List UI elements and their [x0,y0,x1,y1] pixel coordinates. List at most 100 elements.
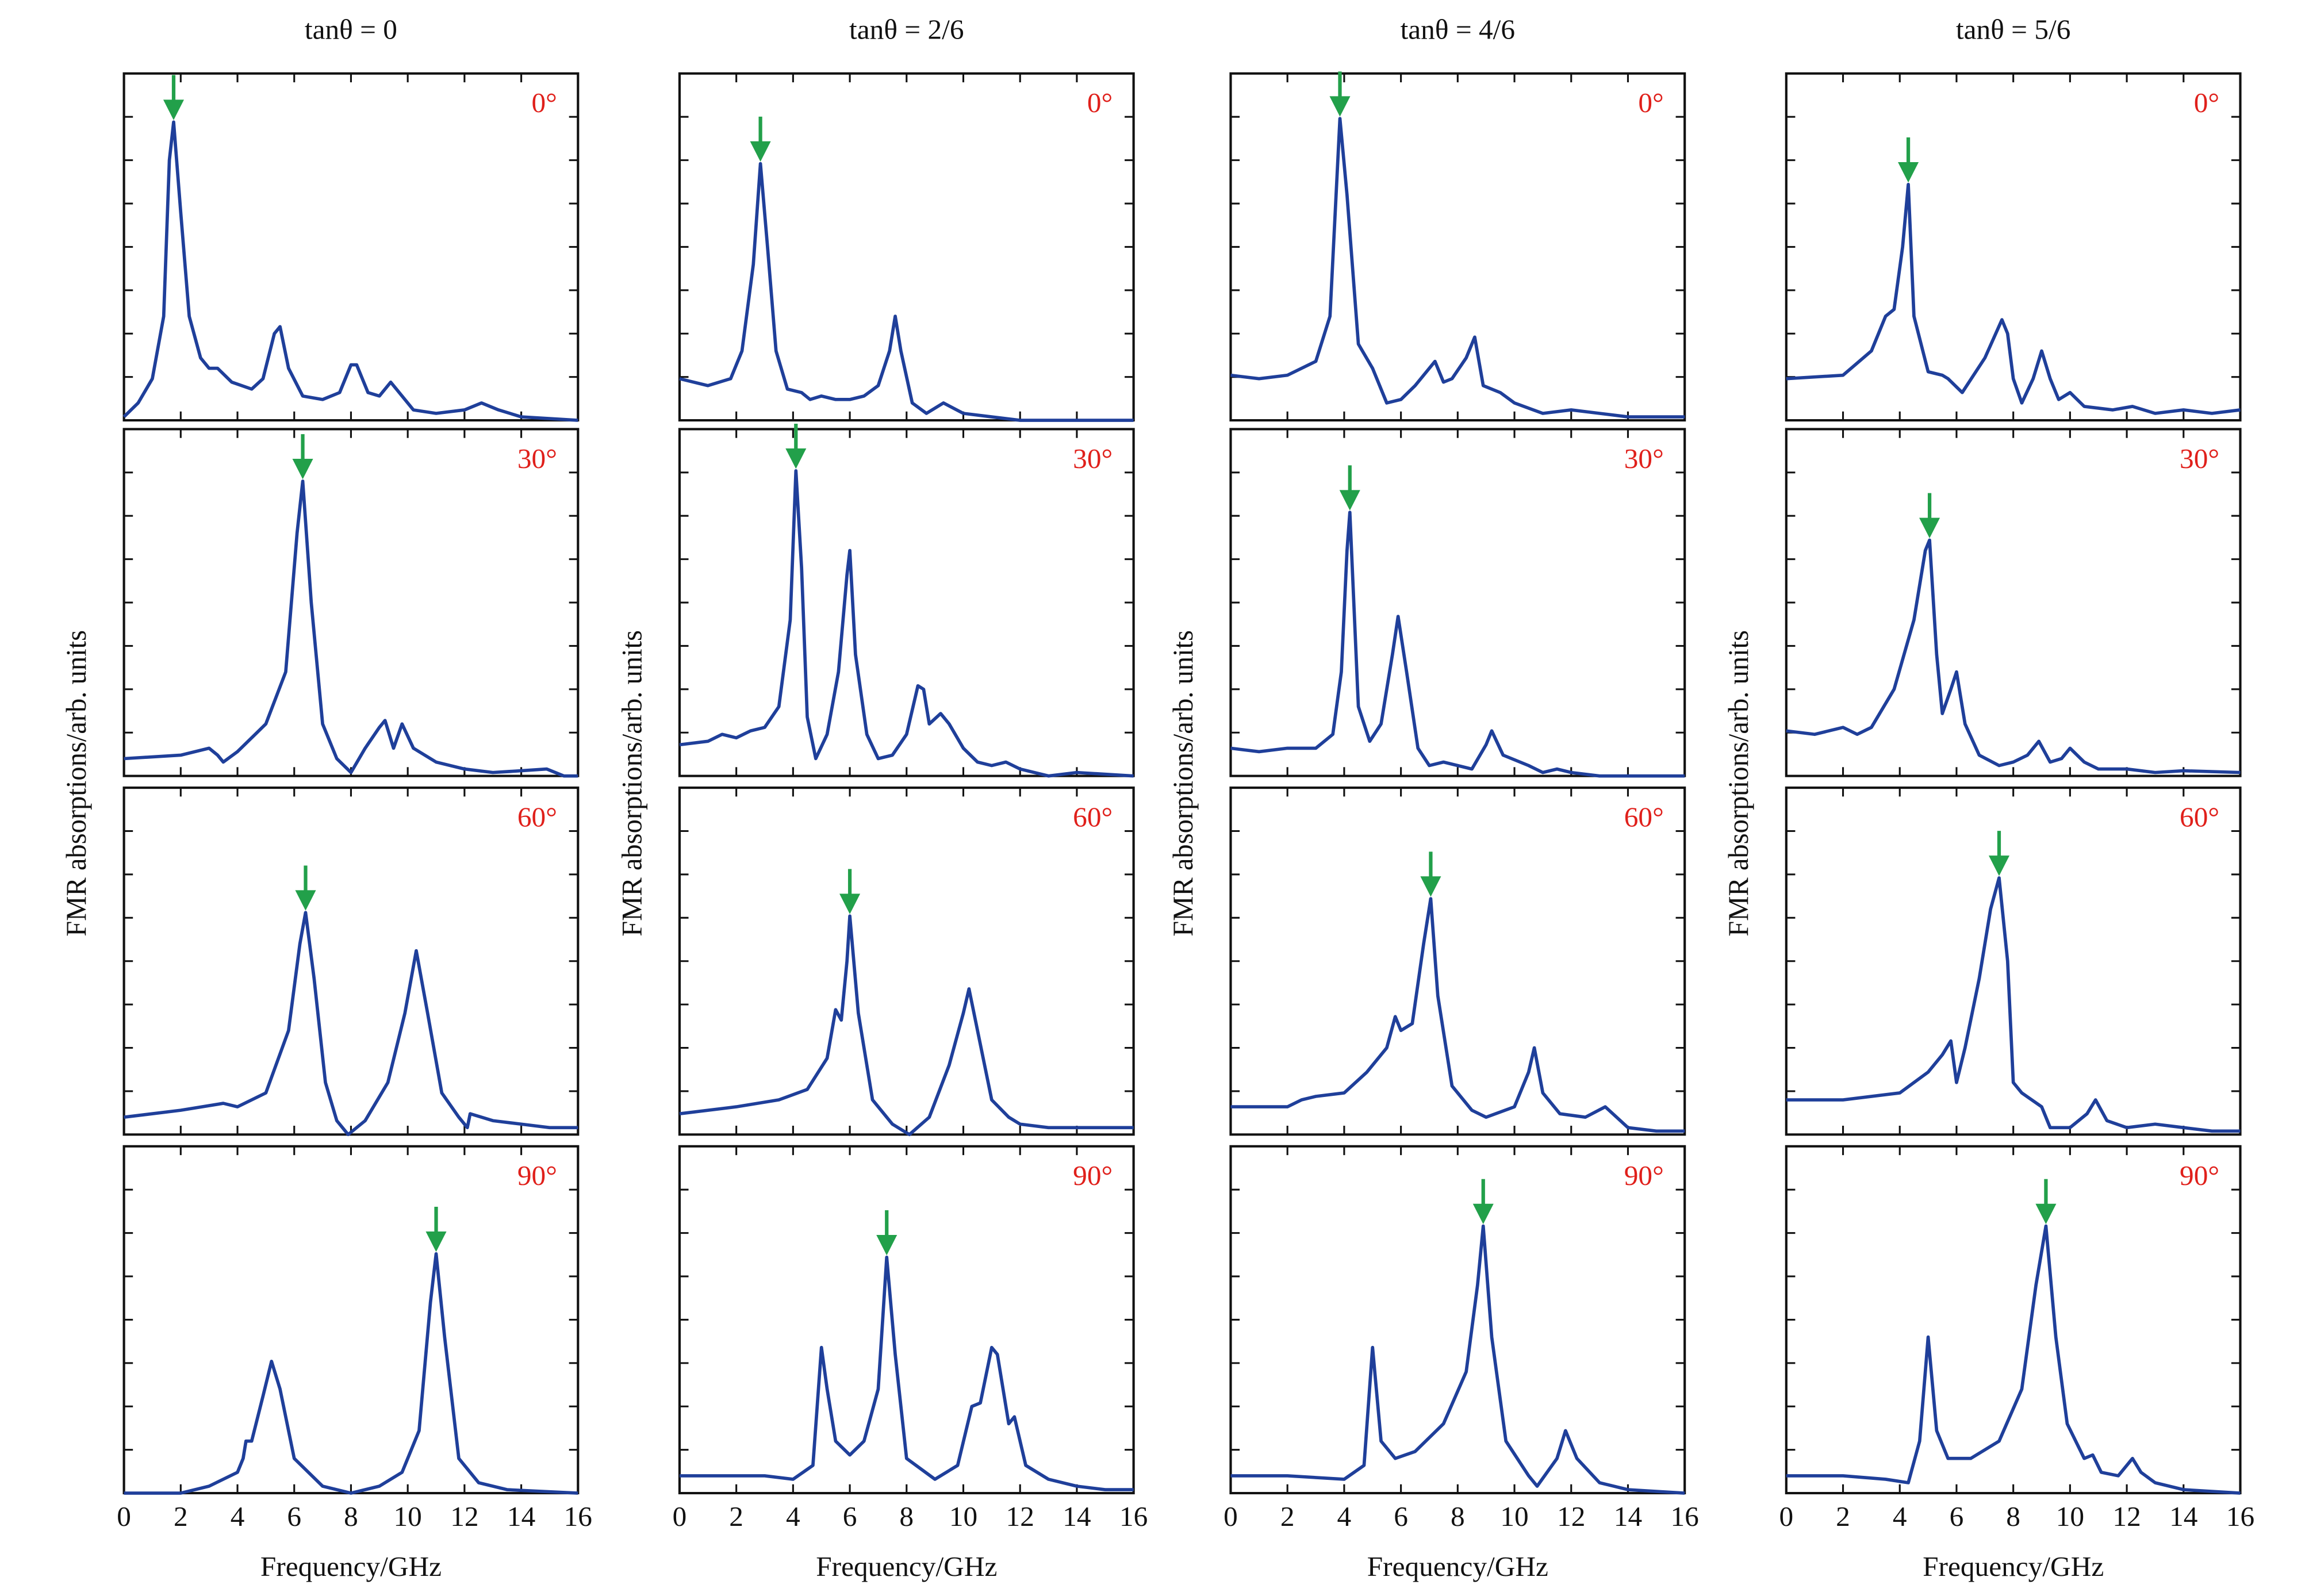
x-tick-label: 10 [393,1501,421,1533]
x-tick-label: 16 [564,1501,592,1533]
x-tick-label: 0 [1779,1501,1793,1533]
panel: 30° [678,423,1135,778]
plot-frame [678,428,1135,777]
x-tick-label: 16 [1119,1501,1148,1533]
plot-frame [1229,787,1686,1136]
panel: 0 2 4 6 8 10 12 14 16 90° [673,1145,1148,1533]
y-axis-label: FMR absorptions/arb. units [616,630,647,937]
x-tick-label: 2 [1280,1501,1295,1533]
x-tick-label: 2 [174,1501,188,1533]
panel: 60° [122,787,580,1137]
x-tick-label: 4 [1893,1501,1907,1533]
x-tick-label: 12 [1557,1501,1585,1533]
peak-arrow [425,1207,447,1252]
spectrum-line [122,120,578,422]
spectrum-line [679,469,1134,778]
peak-arrow [1472,1179,1494,1225]
peak-arrow [292,434,313,479]
x-tick-label: 4 [231,1501,245,1533]
x-tick-label: 16 [1671,1501,1699,1533]
x-tick-label: 6 [1950,1501,1964,1533]
spectrum-line [679,1256,1134,1491]
angle-label: 30° [1073,443,1113,474]
angle-label: 30° [1624,443,1664,474]
peak-arrow [2035,1179,2057,1225]
panel: 30° [122,428,580,778]
x-tick-label: 14 [507,1501,535,1533]
x-tick-label: 8 [2006,1501,2020,1533]
x-axis-label: Frequency/GHz [260,1551,442,1582]
angle-label: 30° [2180,443,2219,474]
peak-arrow [1898,137,1919,183]
spectrum-line [1230,1224,1685,1495]
spectrum-line [1786,1224,2241,1495]
y-axis-label: FMR absorptions/arb. units [60,630,92,937]
x-tick-label: 2 [729,1501,743,1533]
peak-arrow [1339,465,1360,511]
angle-label: 0° [1638,87,1663,119]
peak-arrow [1919,493,1940,539]
angle-label: 60° [2180,801,2219,833]
panel: 60° [1785,787,2242,1136]
angle-label: 60° [517,801,557,833]
spectrum-line [1786,183,2241,415]
column-title: tanθ = 5/6 [1956,14,2070,45]
panel: 60° [1229,787,1686,1136]
x-tick-label: 10 [1500,1501,1528,1533]
panel: 0° [1785,72,2242,422]
plot-frame [1229,1145,1686,1495]
x-axis-label: Frequency/GHz [1367,1551,1548,1582]
panel: 0 2 4 6 8 10 12 14 16 90° [117,1145,592,1533]
x-tick-label: 10 [2056,1501,2084,1533]
x-tick-label: 4 [1337,1501,1352,1533]
angle-label: 90° [1073,1160,1113,1192]
column-title: tanθ = 0 [305,14,397,45]
x-tick-label: 14 [1063,1501,1091,1533]
x-tick-label: 8 [344,1501,358,1533]
spectrum-line [124,911,578,1137]
angle-label: 0° [1087,87,1113,119]
peak-arrow [1988,831,2010,876]
angle-label: 60° [1624,801,1664,833]
panel: 60° [678,787,1135,1137]
x-tick-label: 6 [1394,1501,1408,1533]
plot-frame [678,787,1135,1136]
column-title: tanθ = 2/6 [849,14,964,45]
peak-arrow [839,869,861,914]
plot-frame [122,1145,580,1495]
x-tick-label: 14 [1614,1501,1642,1533]
plot-frame [122,787,580,1136]
x-tick-label: 2 [1836,1501,1850,1533]
angle-label: 90° [1624,1160,1664,1192]
y-axis-label: FMR absorptions/arb. units [1723,630,1754,937]
column-title: tanθ = 4/6 [1401,14,1515,45]
panel: 0 2 4 6 8 10 12 14 16 90° [1779,1145,2254,1533]
panel: 30° [1229,428,1686,778]
spectrum-line [679,914,1134,1137]
x-tick-label: 0 [1223,1501,1238,1533]
spectrum-line [1230,897,1685,1133]
panel: 0° [678,72,1135,422]
angle-label: 0° [2194,87,2219,119]
x-tick-label: 16 [2226,1501,2254,1533]
spectrum-line [1230,511,1685,778]
peak-arrow [163,75,185,120]
x-tick-label: 8 [1451,1501,1465,1533]
panel: 0° [122,72,580,422]
x-tick-label: 12 [2112,1501,2141,1533]
peak-arrow [1420,851,1441,897]
x-tick-label: 10 [949,1501,977,1533]
plot-frame [1785,1145,2242,1495]
y-axis-label: FMR absorptions/arb. units [1167,630,1199,937]
x-tick-label: 12 [1006,1501,1034,1533]
x-tick-label: 6 [287,1501,301,1533]
spectrum-line [1786,538,2241,774]
x-tick-label: 4 [786,1501,800,1533]
peak-arrow [785,423,807,469]
x-axis-label: Frequency/GHz [816,1551,997,1582]
plot-frame [678,72,1135,422]
peak-arrow [876,1210,897,1256]
spectrum-line [679,162,1134,422]
